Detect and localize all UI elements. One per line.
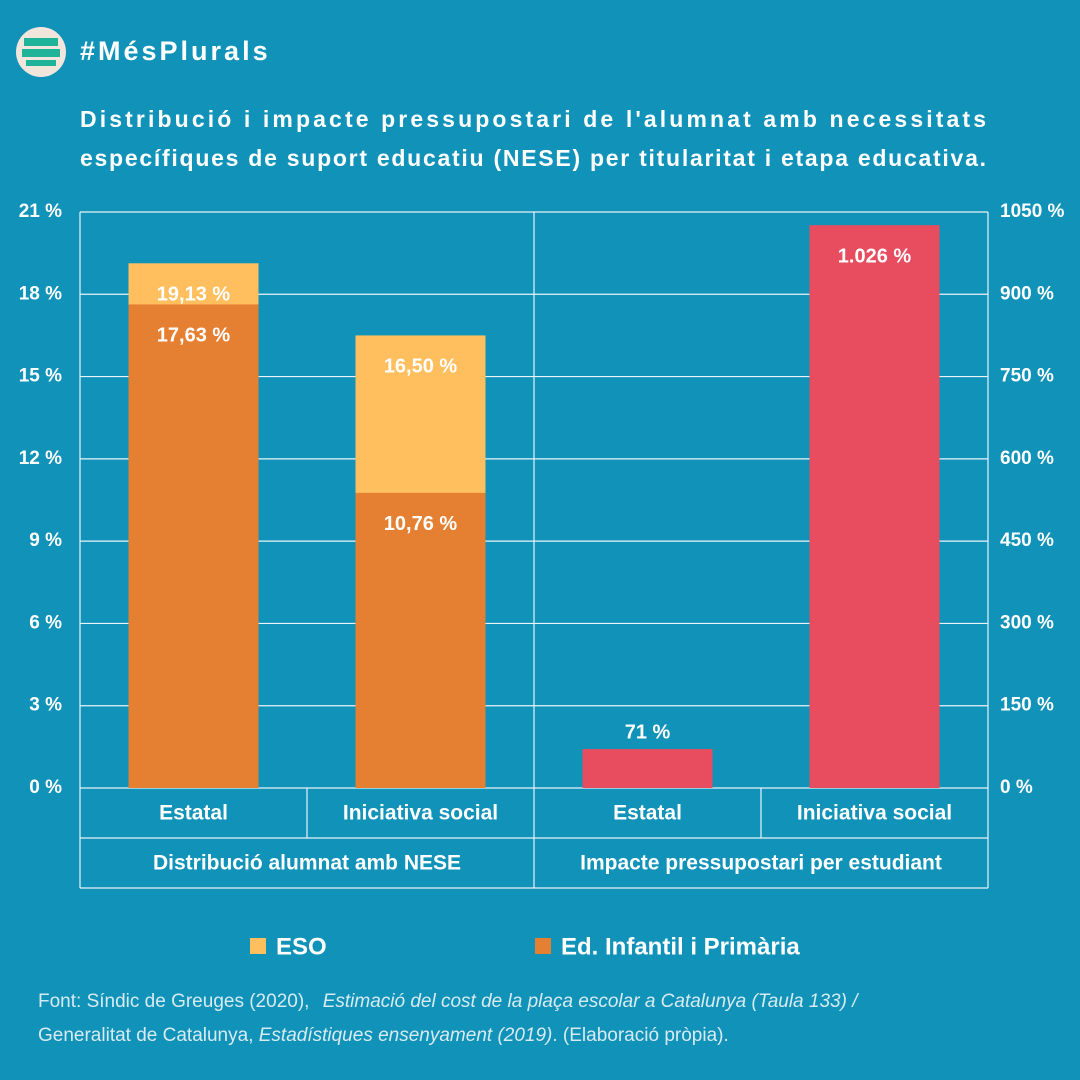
logo-stripe (22, 49, 60, 57)
value-label: 10,76 % (384, 513, 458, 535)
source: Generalitat de Catalunya, Estadístiques … (38, 1025, 729, 1046)
y2-tick-label: 0 % (1000, 777, 1033, 798)
legend-label: ESO (276, 933, 327, 960)
value-label: 19,13 % (157, 284, 231, 306)
title-line: específiques de suport educatiu (NESE) p… (80, 145, 986, 171)
y2-tick-label: 450 % (1000, 530, 1054, 551)
y2-tick-label: 600 % (1000, 448, 1054, 469)
x-tick-label: Iniciativa social (797, 802, 952, 825)
y2-tick-label: 750 % (1000, 366, 1054, 387)
legend-swatch (250, 938, 266, 954)
x-tick-label: Iniciativa social (343, 802, 498, 825)
source-part: Estadístiques ensenyament (2019) (259, 1025, 553, 1046)
bar (355, 492, 486, 788)
legend-label: Ed. Infantil i Primària (561, 933, 800, 960)
value-label: 16,50 % (384, 356, 458, 378)
legend-swatch (535, 938, 551, 954)
group-label: Impacte pressupostari per estudiant (580, 852, 942, 875)
value-label: 17,63 % (157, 325, 231, 347)
y-tick-label: 21 % (19, 201, 62, 222)
value-label: 71 % (625, 721, 671, 743)
y-tick-label: 18 % (19, 283, 62, 304)
group-label: Distribució alumnat amb NESE (153, 852, 461, 875)
y2-tick-label: 300 % (1000, 612, 1054, 633)
title-line: Distribució i impacte pressupostari de l… (80, 106, 986, 132)
y-tick-label: 6 % (29, 612, 62, 633)
y2-tick-label: 150 % (1000, 695, 1054, 716)
bar (809, 225, 940, 788)
y-tick-label: 12 % (19, 448, 62, 469)
y-tick-label: 3 % (29, 695, 62, 716)
y2-tick-label: 900 % (1000, 283, 1054, 304)
source: Font: Síndic de Greuges (2020), Estimaci… (38, 991, 859, 1012)
source-part: Font: Síndic de Greuges (2020), (38, 991, 309, 1012)
header: #MésPlurals (80, 36, 271, 66)
y-tick-label: 15 % (19, 366, 62, 387)
value-label: 1.026 % (838, 245, 912, 267)
bar (582, 749, 713, 788)
bar (128, 304, 259, 788)
y2-tick-label: 1050 % (1000, 201, 1065, 222)
source-part: Estimació del cost de la plaça escolar a… (323, 991, 859, 1012)
y-tick-label: 9 % (29, 530, 62, 551)
logo-stripe (26, 60, 56, 66)
logo (16, 27, 66, 77)
logo-stripe (24, 38, 58, 46)
x-tick-label: Estatal (159, 802, 228, 825)
y-tick-label: 0 % (29, 777, 62, 798)
source-part: . (Elaboració pròpia). (552, 1025, 728, 1046)
source-part: Generalitat de Catalunya, (38, 1025, 253, 1046)
x-tick-label: Estatal (613, 802, 682, 825)
